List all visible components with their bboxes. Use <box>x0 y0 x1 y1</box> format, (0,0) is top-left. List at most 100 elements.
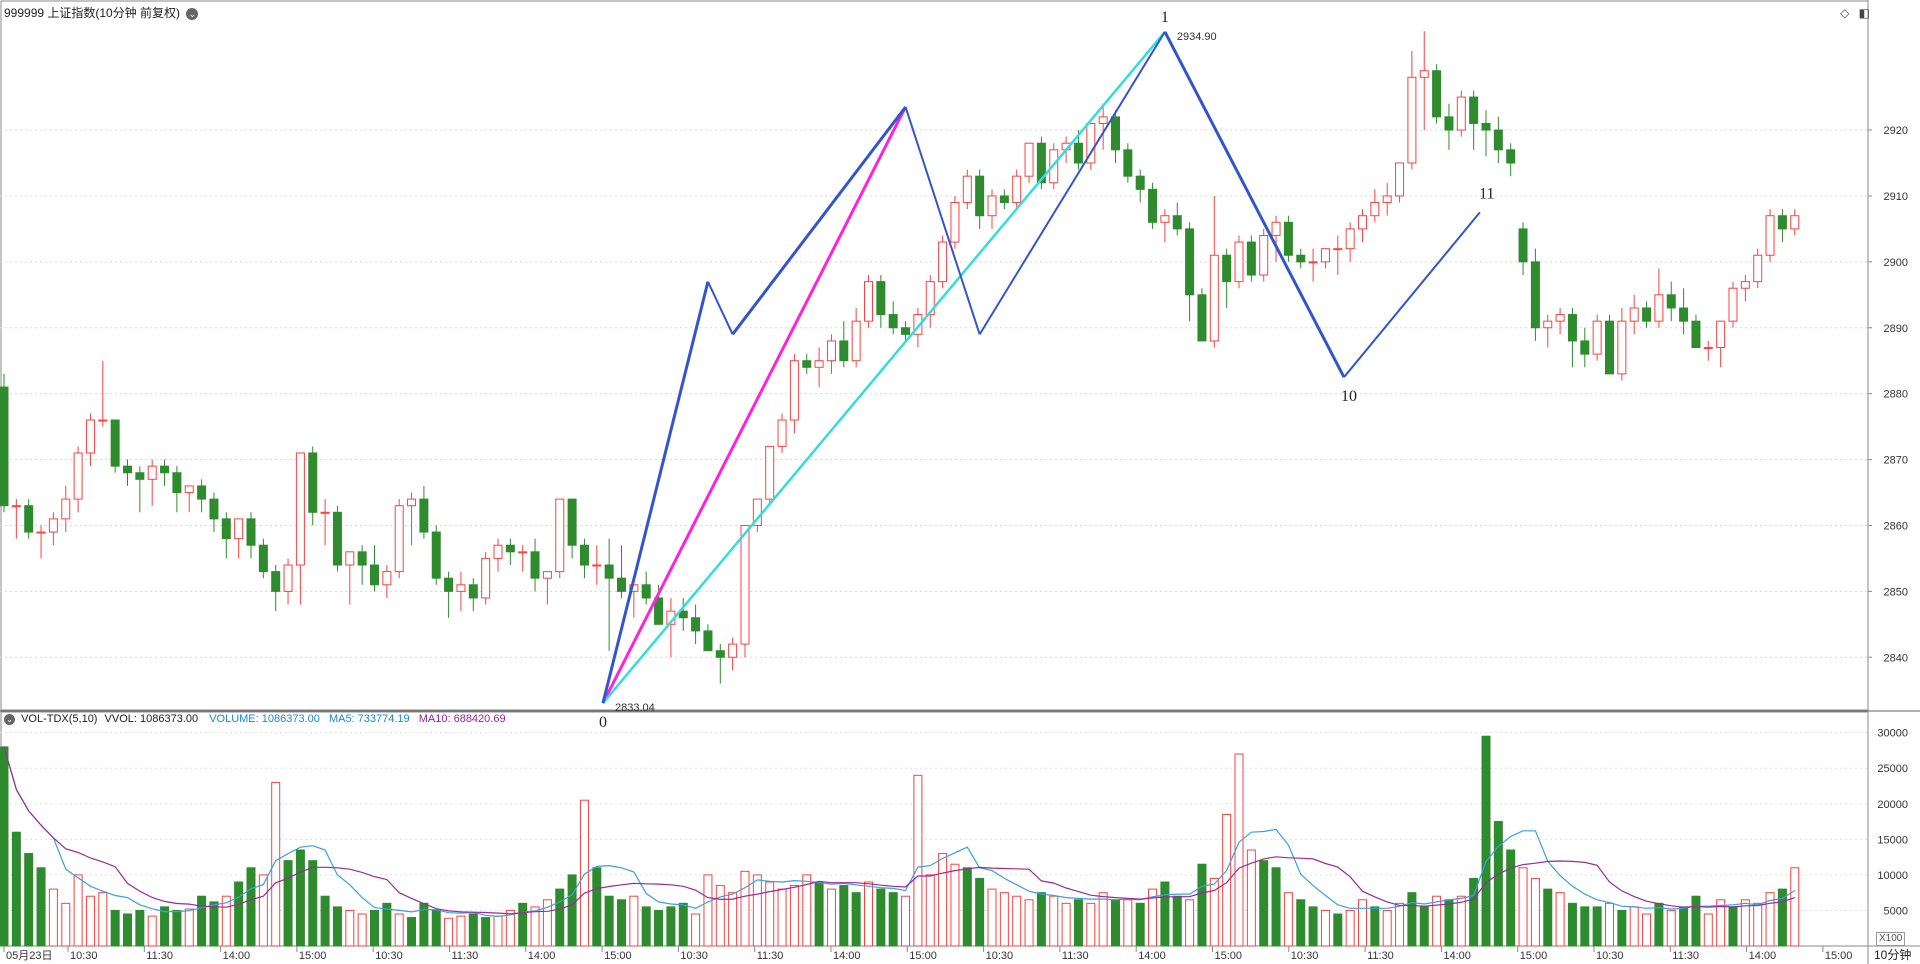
candle <box>160 459 170 486</box>
volume-bar <box>382 902 392 947</box>
volume-bar <box>1172 895 1182 947</box>
volume-bar <box>123 913 132 947</box>
volume-bar <box>456 915 466 947</box>
volume-bar <box>24 853 34 947</box>
candle <box>777 413 787 453</box>
candle-body <box>530 551 540 579</box>
candle <box>1358 209 1367 243</box>
candle <box>1654 268 1664 328</box>
volume-bar <box>394 913 404 947</box>
corner-icons: ◇ ◧ <box>1834 6 1870 20</box>
volume-bar <box>1555 892 1565 947</box>
time-tick-label: 14:00 <box>1749 950 1777 962</box>
candlestick-series[interactable] <box>0 31 1800 684</box>
candle <box>1148 182 1158 229</box>
volume-bar <box>1185 899 1195 947</box>
volume-bar <box>579 799 589 947</box>
candle-body <box>1209 254 1219 342</box>
candle <box>431 525 441 585</box>
chevron-down-icon[interactable]: ⌄ <box>186 8 199 20</box>
candle-body <box>123 465 132 474</box>
time-tick-label: 14:00 <box>833 950 861 962</box>
volume-unit: X100 <box>1876 932 1906 946</box>
volume-bar <box>938 853 948 947</box>
volume-bar <box>1605 902 1614 947</box>
candle-body <box>73 452 83 500</box>
candle <box>851 307 861 368</box>
candle <box>48 512 58 546</box>
candle <box>209 492 219 533</box>
candle-body <box>1679 307 1689 322</box>
drawing-lines[interactable] <box>601 31 1481 704</box>
candle-body <box>1382 195 1392 204</box>
candle <box>901 321 911 341</box>
volume-bar <box>802 874 812 947</box>
candle <box>1172 202 1182 236</box>
candle <box>1259 228 1269 282</box>
candle <box>246 512 256 559</box>
candle <box>1012 169 1022 210</box>
volume-bar <box>1703 913 1713 947</box>
candle <box>1098 103 1108 150</box>
candle <box>1703 340 1713 361</box>
volume-bar <box>1691 895 1701 947</box>
volume-bar <box>752 874 762 947</box>
price-tick-label: 2910 <box>1884 191 1908 203</box>
volume-bar <box>1716 899 1726 947</box>
volume-bar <box>1506 849 1516 947</box>
candle-body <box>147 465 157 480</box>
chevron-down-icon[interactable]: ⌄ <box>4 714 15 725</box>
candle <box>1308 248 1318 282</box>
volume-bar <box>1333 913 1343 947</box>
volume-bar <box>407 917 417 947</box>
candle-body <box>1777 215 1787 230</box>
magenta-trend-line <box>601 106 907 704</box>
volume-bar <box>1197 863 1207 947</box>
candle-body <box>98 419 108 422</box>
price-header[interactable]: 999999 上证指数(10分钟 前复权) ⌄ <box>4 4 199 21</box>
volume-bar <box>444 917 454 947</box>
volume-bars[interactable] <box>0 735 1800 947</box>
candle-body <box>1654 294 1664 322</box>
time-tick-label: 10:30 <box>70 950 98 962</box>
candle-body <box>975 175 985 217</box>
candle <box>789 354 799 434</box>
time-tick-label: 15:00 <box>1520 950 1548 962</box>
volume-bar <box>258 874 268 947</box>
volume-bar <box>1765 892 1775 947</box>
candle-body <box>1259 234 1269 276</box>
volume-bar <box>530 906 540 947</box>
volume-bar <box>1395 902 1405 947</box>
candle-body <box>1086 122 1096 164</box>
volume-bar <box>1160 881 1170 947</box>
candle-body <box>1592 320 1602 355</box>
volume-bar <box>1271 867 1281 947</box>
candle <box>1345 222 1355 262</box>
window-icon[interactable]: ◧ <box>1858 6 1870 20</box>
volume-bar <box>160 906 170 947</box>
volume-value: VOLUME: 1086373.00 <box>209 713 320 725</box>
candle <box>641 571 651 605</box>
volume-header: ⌄ VOL-TDX(5,10) VVOL: 1086373.00 VOLUME:… <box>4 713 506 725</box>
candle <box>530 538 540 592</box>
volume-bar <box>1790 867 1800 947</box>
candle <box>1419 31 1429 131</box>
volume-bar <box>493 915 503 947</box>
candle <box>1271 215 1281 262</box>
period-label[interactable]: 10分钟 <box>1874 948 1912 962</box>
time-tick-label: 11:30 <box>452 950 479 962</box>
volume-bar <box>666 906 676 947</box>
candle-body <box>48 518 58 533</box>
candle-body <box>542 571 552 579</box>
candle-body <box>61 498 71 520</box>
time-tick-label: 15:00 <box>299 950 327 962</box>
candle <box>419 485 429 539</box>
candle-body <box>36 531 46 534</box>
candle <box>1753 248 1763 289</box>
candle <box>802 354 812 374</box>
candle <box>1333 235 1343 276</box>
diamond-icon[interactable]: ◇ <box>1840 6 1850 20</box>
volume-bar <box>1543 888 1553 947</box>
